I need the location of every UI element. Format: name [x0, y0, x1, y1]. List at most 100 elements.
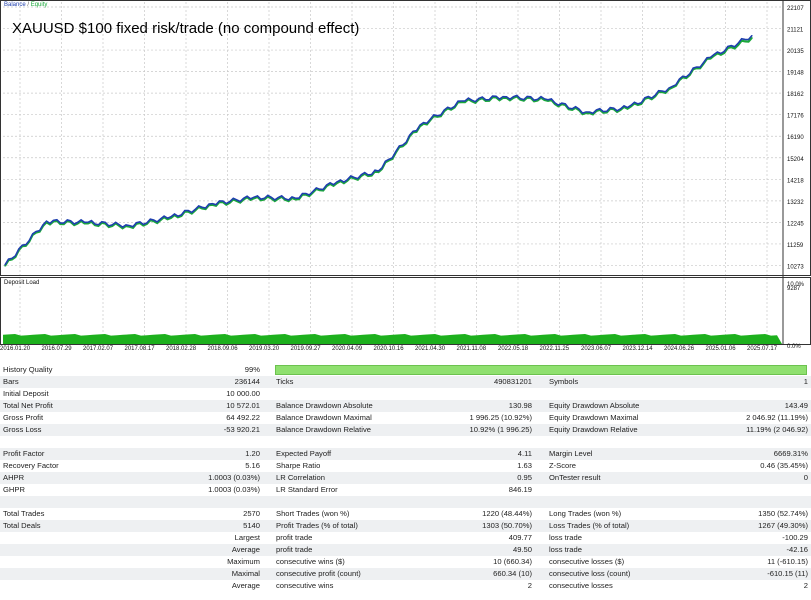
report-label: Profit Trades (% of total): [276, 521, 358, 530]
report-row: Maximal consecutive profit (count) 660.34 …: [0, 568, 811, 580]
report-value: 0.95: [517, 473, 532, 482]
x-tick-label: 2017.08.17: [125, 346, 156, 352]
report-value: 1.63: [517, 461, 532, 470]
series-point-equity: [626, 108, 629, 110]
report-value: 49.50: [512, 545, 532, 554]
report-label: Gross Profit: [3, 413, 44, 422]
series-point-balance: [170, 216, 172, 218]
report-label: Gross Loss: [3, 425, 42, 434]
report-row: Largest profit trade 409.77 loss trade -100.…: [0, 532, 811, 544]
report-label: Short Trades (won %): [276, 509, 350, 518]
report-row: GHPR 1.0003 (0.03%) LR Standard Error 846.1…: [0, 484, 811, 496]
report-value: 846.19: [508, 485, 532, 494]
series-point-balance: [626, 107, 629, 109]
report-label: OnTester result: [549, 473, 601, 482]
series-point-balance: [211, 203, 214, 205]
x-tick-label: 2016.01.20: [0, 346, 31, 352]
report-value: 11 (-610.15): [767, 557, 808, 566]
deposit-tick-label: 10.0%: [787, 282, 805, 288]
x-tick-label: 2020.04.09: [332, 346, 363, 352]
report-value: 236144: [234, 377, 260, 386]
series-point-equity: [751, 37, 753, 39]
report-label: consecutive profit (count): [276, 569, 361, 578]
y-tick-label: 19148: [787, 71, 804, 77]
series-point-balance: [751, 34, 753, 37]
x-tick-label: 2025.01.06: [706, 346, 737, 352]
report-label: Average: [231, 581, 260, 590]
report-value: 10 572.01: [226, 401, 260, 410]
report-label: Equity Drawdown Maximal: [549, 413, 639, 422]
series-point-equity: [668, 88, 670, 90]
x-tick-label: 2022.11.25: [540, 346, 570, 352]
report-value: 2: [803, 581, 808, 590]
report-value: -42.16: [786, 545, 808, 554]
deposit-tick-label: 0.0%: [787, 344, 801, 350]
history-quality-row: History Quality 99%: [0, 364, 811, 376]
report-value: 130.98: [508, 401, 532, 410]
series-point-balance: [45, 220, 48, 222]
report-value: 1.0003 (0.03%): [208, 485, 260, 494]
series-point-equity: [502, 97, 504, 99]
report-value: 5.16: [245, 461, 260, 470]
report-value: -100.29: [782, 533, 808, 542]
chart-legend: Balance / Equity: [4, 2, 47, 8]
series-point-balance: [128, 224, 131, 227]
series-point-balance: [585, 111, 587, 113]
x-tick-label: 2016.07.29: [42, 346, 73, 352]
series-point-balance: [377, 170, 380, 172]
report-label: LR Correlation: [276, 473, 325, 482]
history-quality-bar: [275, 365, 807, 375]
report-value: 1: [803, 377, 808, 386]
series-point-balance: [336, 181, 338, 183]
report-label: consecutive loss (count): [549, 569, 631, 578]
deposit-load-label: Deposit Load: [4, 280, 40, 286]
x-tick-label: 2019.03.20: [249, 346, 280, 352]
series-point-equity: [460, 101, 463, 103]
report-label: Bars: [3, 377, 19, 386]
report-label: Recovery Factor: [3, 461, 59, 470]
report-value: 10.92% (1 996.25): [469, 425, 532, 434]
report-value: 143.49: [784, 401, 808, 410]
y-tick-label: 14218: [787, 178, 804, 184]
deposit-load-area: [3, 334, 782, 344]
report-label: consecutive losses: [549, 581, 613, 590]
x-tick-label: 2023.12.14: [623, 346, 654, 352]
report-value: 10 (660.34): [493, 557, 532, 566]
report-value: 5140: [243, 521, 260, 530]
y-tick-label: 12245: [787, 221, 804, 227]
y-tick-label: 16190: [787, 135, 804, 141]
report-value: 2: [527, 581, 532, 590]
x-tick-label: 2018.02.28: [166, 346, 197, 352]
report-label: consecutive wins: [276, 581, 334, 590]
legend-equity: Equity: [30, 2, 48, 8]
report-label: Balance Drawdown Maximal: [276, 413, 372, 422]
series-point-balance: [419, 124, 421, 126]
legend-separator: /: [27, 2, 30, 8]
report-label: Maximal: [231, 569, 260, 578]
series-point-balance: [668, 87, 670, 89]
report-value: 409.77: [508, 533, 532, 542]
report-row: Recovery Factor 5.16 Sharpe Ratio 1.63 Z-Sco…: [0, 460, 811, 472]
legend-balance: Balance: [4, 2, 26, 8]
report-label: profit trade: [276, 545, 313, 554]
x-tick-label: 2024.06.26: [664, 346, 695, 352]
report-value: 6669.31%: [773, 449, 808, 458]
report-label: consecutive wins ($): [276, 557, 345, 566]
report-label: Loss Trades (% of total): [549, 521, 630, 530]
series-point-equity: [377, 171, 380, 173]
report-label: Average: [231, 545, 260, 554]
report-label: GHPR: [3, 485, 25, 494]
series-point-balance: [253, 196, 255, 198]
report-label: Profit Factor: [3, 449, 45, 458]
report-value: 11.19% (2 046.92): [746, 425, 808, 434]
report-value: 4.11: [517, 449, 532, 458]
overlay-title: XAUUSD $100 fixed risk/trade (no compoun…: [12, 20, 360, 37]
x-tick-label: 2020.10.16: [374, 346, 405, 352]
history-quality-label: History Quality: [3, 365, 53, 374]
x-tick-label: 2019.09.27: [291, 346, 322, 352]
y-tick-label: 18162: [787, 92, 804, 98]
report-label: Expected Payoff: [276, 449, 332, 458]
report-label: loss trade: [549, 533, 582, 542]
y-tick-label: 21121: [787, 28, 804, 34]
y-tick-label: 15204: [787, 157, 804, 163]
